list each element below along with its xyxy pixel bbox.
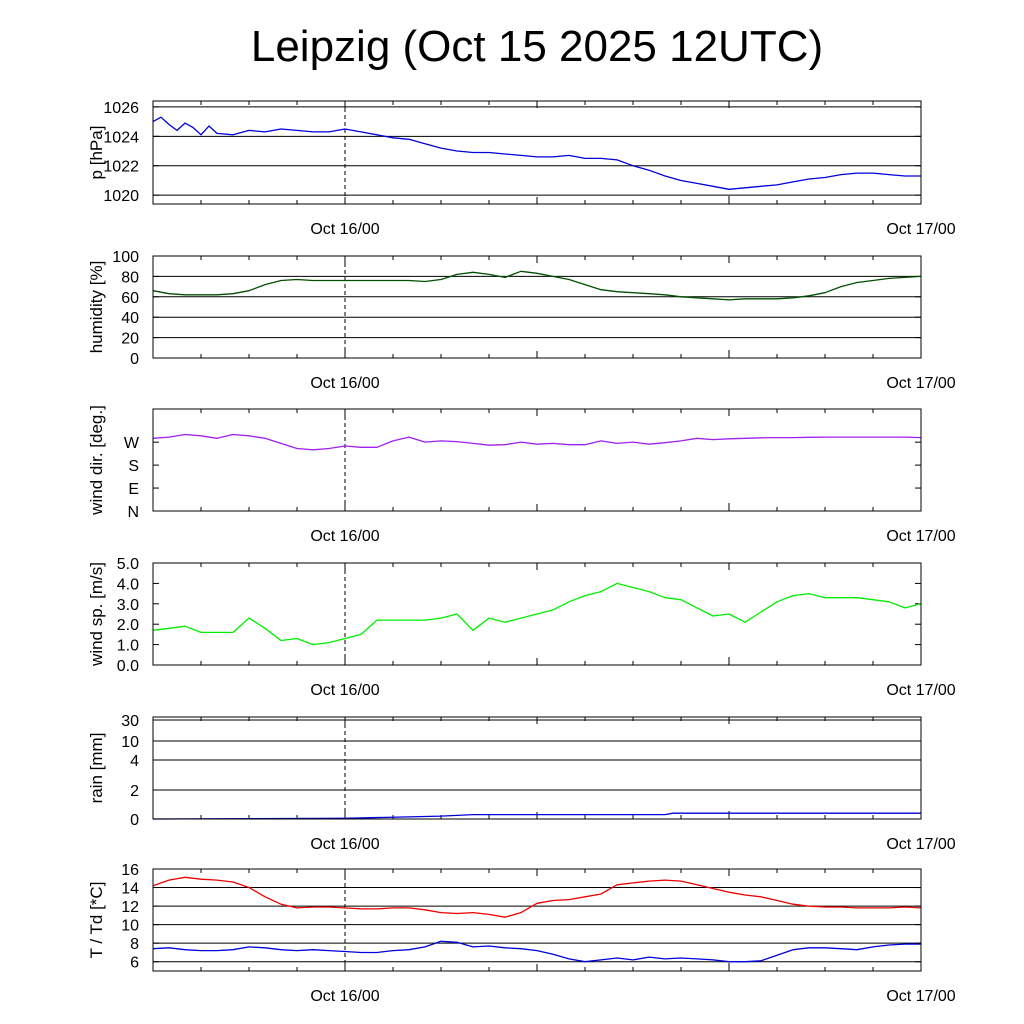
plot-frame [152, 868, 922, 972]
series-line-pressure-0 [152, 116, 921, 190]
x-tick-label: Oct 17/00 [886, 375, 955, 392]
y-tick-label: 0 [130, 812, 139, 829]
y-tick-label: 100 [112, 249, 139, 266]
x-tick-label: Oct 16/00 [310, 682, 379, 699]
series-line-rain-0 [152, 812, 921, 820]
y-axis-label: p [hPa] [87, 126, 106, 180]
panel-wind_speed: 0.0 1.0 2.0 3.0 4.0 5.0 Oct 16/00 Oct 17/00 wind… [87, 556, 956, 699]
x-tick-label: Oct 17/00 [886, 836, 955, 853]
plot-frame [152, 716, 922, 820]
y-tick-label: 6 [130, 955, 139, 972]
y-tick-label: 5.0 [117, 556, 139, 573]
x-tick-label: Oct 16/00 [310, 375, 379, 392]
x-tick-label: Oct 17/00 [886, 988, 955, 1005]
series-line-temperature-1 [152, 940, 921, 963]
y-tick-label: 4 [130, 753, 139, 770]
y-tick-label: 16 [121, 862, 139, 879]
y-axis-label: T / Td [*C] [87, 882, 106, 959]
y-tick-label: 1022 [103, 159, 139, 176]
y-tick-label: 30 [121, 713, 139, 730]
y-tick-label: 2.0 [117, 617, 139, 634]
y-tick-label: 0.0 [117, 658, 139, 675]
panel-humidity: 0 20 40 60 80 100 Oct 16/00 Oct 17/00 humidity [… [87, 249, 956, 392]
series-line-wind_direction-0 [152, 433, 922, 451]
y-axis-label: rain [mm] [87, 733, 106, 804]
series-line-wind_speed-0 [152, 582, 922, 646]
x-tick-label: Oct 17/00 [886, 221, 955, 238]
chart-title: Leipzig (Oct 15 2025 12UTC) [250, 22, 824, 71]
y-tick-label: 4.0 [117, 576, 139, 593]
y-tick-label: 1.0 [117, 638, 139, 655]
series-line-temperature-0 [152, 876, 922, 918]
y-tick-label: W [124, 435, 140, 452]
y-axis-label: humidity [%] [87, 261, 106, 354]
y-tick-label: 2 [130, 783, 139, 800]
y-tick-label: 14 [121, 881, 139, 898]
x-tick-label: Oct 17/00 [886, 528, 955, 545]
y-tick-label: 10 [121, 734, 139, 751]
y-tick-label: 0 [130, 351, 139, 368]
x-tick-label: Oct 16/00 [310, 988, 379, 1005]
y-axis-label: wind dir. [deg.] [87, 405, 106, 516]
y-tick-label: 1026 [103, 100, 139, 117]
y-tick-label: 10 [121, 918, 139, 935]
y-tick-label: 3.0 [117, 597, 139, 614]
plot-frame [152, 100, 922, 205]
y-tick-label: 40 [121, 310, 139, 327]
y-tick-label: 20 [121, 331, 139, 348]
y-tick-label: 60 [121, 290, 139, 307]
plot-frame [152, 408, 922, 512]
series-line-humidity-0 [152, 270, 922, 301]
y-tick-label: 1020 [103, 188, 139, 205]
x-tick-label: Oct 16/00 [310, 528, 379, 545]
y-tick-label: 1024 [103, 129, 139, 146]
y-tick-label: 80 [121, 269, 139, 286]
x-tick-label: Oct 16/00 [310, 221, 379, 238]
panel-rain: 0 2 4 10 30 Oct 16/00 Oct 17/00 rain [mm] [87, 713, 956, 853]
x-tick-label: Oct 17/00 [886, 682, 955, 699]
plot-frame [152, 562, 922, 666]
panel-pressure: 1020 1022 1024 1026 Oct 16/00 Oct 17/00 p [hPa… [87, 100, 956, 238]
y-axis-label: wind sp. [m/s] [87, 562, 106, 667]
y-tick-label: N [127, 504, 139, 521]
y-tick-label: S [128, 458, 139, 475]
y-tick-label: 12 [121, 899, 139, 916]
plot-frame [152, 255, 922, 359]
y-tick-label: E [128, 481, 139, 498]
x-tick-label: Oct 16/00 [310, 836, 379, 853]
y-tick-label: 8 [130, 936, 139, 953]
